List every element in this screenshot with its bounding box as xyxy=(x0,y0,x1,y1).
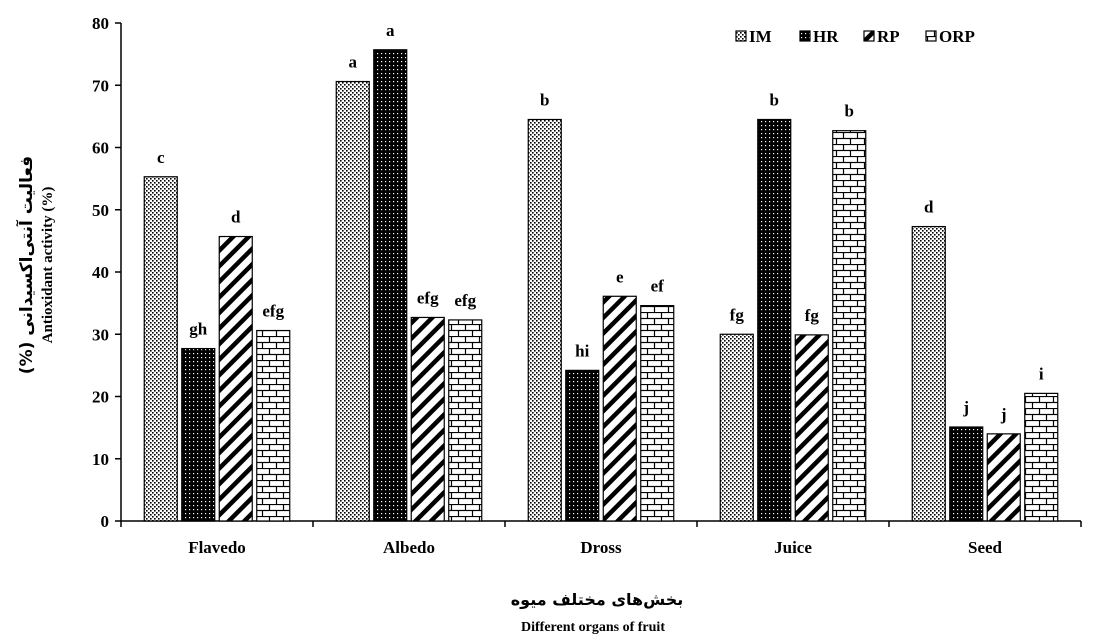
x-tick-label: Dross xyxy=(580,538,622,557)
significance-letter: e xyxy=(616,267,624,286)
significance-letter: i xyxy=(1039,364,1044,383)
significance-letter: gh xyxy=(189,320,208,339)
bar-orp xyxy=(640,305,675,522)
significance-letter: b xyxy=(845,102,854,121)
x-axis-title-fa: بخش‌های مختلف میوه xyxy=(511,590,684,609)
legend-swatch-orp xyxy=(925,30,937,42)
bar-im xyxy=(719,333,754,522)
significance-letter: efg xyxy=(417,288,439,307)
y-tick-label: 30 xyxy=(92,325,109,344)
y-tick-label: 50 xyxy=(92,201,109,220)
x-tick-label: Flavedo xyxy=(188,538,246,557)
y-tick-label: 0 xyxy=(101,512,110,531)
legend-swatch-hr xyxy=(799,30,811,42)
bar-im xyxy=(143,176,178,522)
y-tick-label: 10 xyxy=(92,450,109,469)
bar-hr xyxy=(757,118,792,522)
legend-label-hr: HR xyxy=(813,27,839,46)
significance-letter: j xyxy=(962,398,969,417)
legend-label-orp: ORP xyxy=(939,27,975,46)
bar-hr xyxy=(949,426,984,522)
significance-letter: efg xyxy=(454,291,476,310)
x-tick-label: Albedo xyxy=(383,538,435,557)
bar-im xyxy=(335,80,370,522)
significance-letter: d xyxy=(231,208,241,227)
significance-letter: c xyxy=(157,148,165,167)
bar-rp xyxy=(410,316,445,522)
bar-im xyxy=(527,118,562,522)
bar-im xyxy=(911,225,946,522)
significance-letter: a xyxy=(386,21,395,40)
significance-letter: hi xyxy=(575,341,589,360)
significance-letter: b xyxy=(540,90,549,109)
bar-orp xyxy=(256,329,291,522)
significance-letter: efg xyxy=(262,302,284,321)
significance-letter: a xyxy=(349,53,358,72)
y-axis-title: Antioxidant activity (%) xyxy=(40,187,56,344)
bar-orp xyxy=(448,319,483,522)
y-tick-label: 70 xyxy=(92,76,109,95)
bar-hr xyxy=(565,369,600,522)
legend-swatch-im xyxy=(735,30,747,42)
bar-rp xyxy=(602,295,637,522)
bar-hr xyxy=(373,49,408,522)
legend-label-im: IM xyxy=(749,27,772,46)
x-tick-label: Seed xyxy=(968,538,1003,557)
y-tick-label: 20 xyxy=(92,388,109,407)
bar-hr xyxy=(181,347,216,522)
y-tick-label: 40 xyxy=(92,263,109,282)
x-axis-title: Different organs of fruit xyxy=(521,620,665,635)
significance-letter: fg xyxy=(730,305,745,324)
bar-rp xyxy=(986,433,1021,522)
bar-orp xyxy=(1024,392,1059,522)
legend-swatch-rp xyxy=(863,30,875,42)
y-tick-label: 60 xyxy=(92,139,109,158)
significance-letter: b xyxy=(770,90,779,109)
y-tick-label: 80 xyxy=(92,14,109,33)
bar-rp xyxy=(218,235,253,522)
significance-letter: ef xyxy=(651,277,665,296)
significance-letter: j xyxy=(1000,405,1007,424)
bar-orp xyxy=(832,130,867,522)
bar-rp xyxy=(794,334,829,522)
significance-letter: fg xyxy=(805,306,820,325)
legend-label-rp: RP xyxy=(877,27,900,46)
plot-area: 01020304050607080FlavedocghdefgAlbedoaae… xyxy=(92,14,1082,557)
significance-letter: d xyxy=(924,198,934,217)
x-tick-label: Juice xyxy=(774,538,812,557)
y-axis-title-fa: فعالیت آنتی‌اکسیدانی (%) xyxy=(15,156,37,374)
